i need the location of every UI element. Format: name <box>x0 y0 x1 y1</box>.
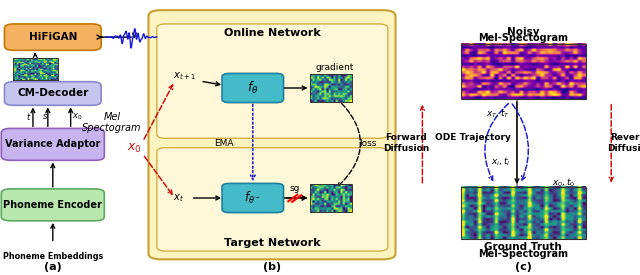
Text: $x_0, t_0$: $x_0, t_0$ <box>552 177 576 189</box>
FancyBboxPatch shape <box>1 189 104 221</box>
FancyBboxPatch shape <box>4 82 101 105</box>
Text: Online Network: Online Network <box>224 28 321 38</box>
Text: EMA: EMA <box>214 139 234 147</box>
Bar <box>461 187 586 239</box>
Text: Target Network: Target Network <box>224 238 321 248</box>
Text: HiFiGAN: HiFiGAN <box>29 32 77 42</box>
FancyBboxPatch shape <box>4 24 101 50</box>
Text: $t$: $t$ <box>26 111 31 122</box>
Text: CM-Decoder: CM-Decoder <box>17 89 88 98</box>
Bar <box>461 44 586 99</box>
Bar <box>13 58 58 80</box>
Text: Noisy: Noisy <box>507 27 540 37</box>
Bar <box>310 74 352 102</box>
Text: $x_t$: $x_t$ <box>173 192 184 204</box>
Text: loss: loss <box>359 139 377 147</box>
Text: Variance Adaptor: Variance Adaptor <box>5 139 100 149</box>
Text: gradient: gradient <box>316 63 353 72</box>
Text: $x_{t+1}$: $x_{t+1}$ <box>173 70 196 82</box>
Text: $s$: $s$ <box>42 112 48 121</box>
Text: (c): (c) <box>515 262 532 272</box>
FancyBboxPatch shape <box>1 128 104 160</box>
Text: ODE Trajectory: ODE Trajectory <box>435 133 511 142</box>
Text: Reverse
Diffusion: Reverse Diffusion <box>607 133 640 153</box>
Text: Mel
Spectogram: Mel Spectogram <box>83 112 141 133</box>
Text: $f_{\theta^-}$: $f_{\theta^-}$ <box>244 190 261 206</box>
Text: $x_0$: $x_0$ <box>72 112 83 122</box>
FancyBboxPatch shape <box>222 183 284 213</box>
Text: Mel-Spectogram: Mel-Spectogram <box>478 34 568 43</box>
Text: $x_i, t_i$: $x_i, t_i$ <box>491 156 511 169</box>
Text: $x_0$: $x_0$ <box>127 142 142 155</box>
Bar <box>310 184 352 212</box>
FancyBboxPatch shape <box>157 24 388 138</box>
Text: Phoneme Encoder: Phoneme Encoder <box>3 200 102 210</box>
FancyBboxPatch shape <box>222 73 284 103</box>
Text: sg: sg <box>289 184 300 193</box>
Text: Ground Truth: Ground Truth <box>484 243 562 252</box>
Text: Forward
Diffusion: Forward Diffusion <box>383 133 429 153</box>
Text: Phoneme Embeddings: Phoneme Embeddings <box>3 252 103 261</box>
FancyBboxPatch shape <box>157 148 388 251</box>
Text: $f_{\theta}$: $f_{\theta}$ <box>247 80 259 96</box>
FancyBboxPatch shape <box>148 10 396 259</box>
Text: (a): (a) <box>44 262 61 272</box>
Text: Mel-Spectogram: Mel-Spectogram <box>478 249 568 259</box>
Text: $x_T, t_T$: $x_T, t_T$ <box>486 108 511 120</box>
Text: (b): (b) <box>263 262 281 272</box>
